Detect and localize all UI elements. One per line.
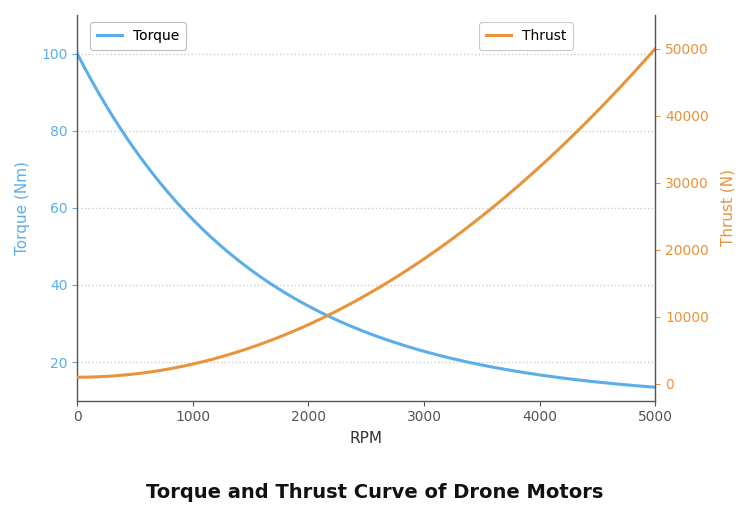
Text: Torque and Thrust Curve of Drone Motors: Torque and Thrust Curve of Drone Motors [146,483,604,502]
Torque [637,383,646,389]
Thrust [351,298,360,304]
Line: Torque: Torque [77,54,656,387]
Thrust [73,374,82,380]
Y-axis label: Thrust (N): Thrust (N) [720,169,735,246]
Legend: Thrust: Thrust [478,22,573,50]
Torque [351,325,360,331]
Torque [651,384,660,390]
Torque [347,323,356,330]
Thrust [347,300,356,306]
Torque [417,347,426,353]
Torque [386,338,394,344]
Torque [73,51,82,57]
Line: Thrust: Thrust [77,49,656,377]
Thrust [637,61,646,67]
Thrust [417,258,426,264]
Torque [547,374,556,380]
Y-axis label: Torque (Nm): Torque (Nm) [15,161,30,255]
Thrust [547,154,556,160]
Thrust [651,46,660,52]
Thrust [386,278,394,284]
X-axis label: RPM: RPM [350,431,382,446]
Legend: Torque: Torque [90,22,186,50]
